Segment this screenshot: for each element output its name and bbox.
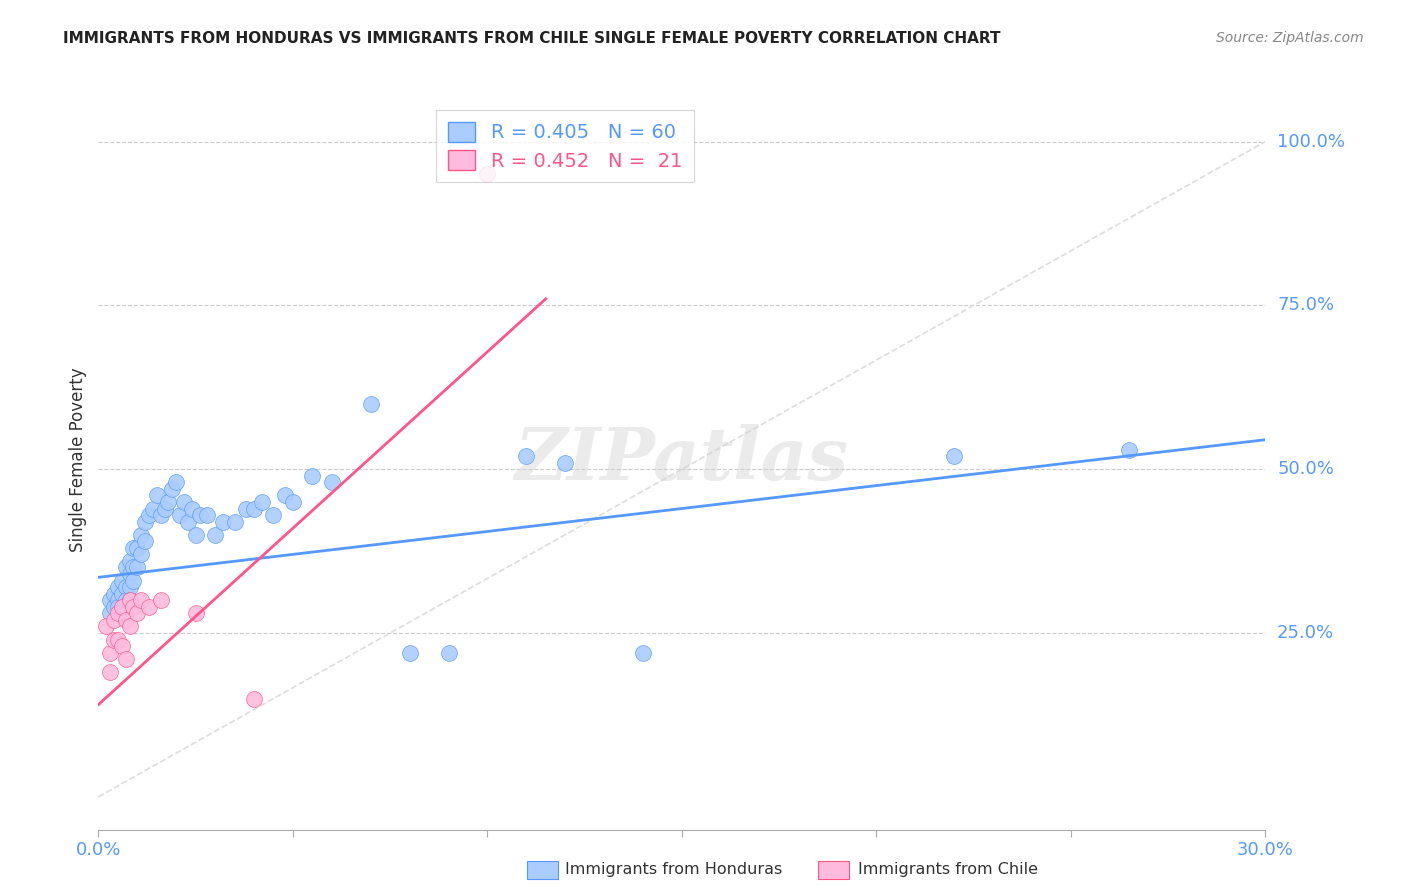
Point [118, 593, 141, 607]
Point [107, 607, 129, 621]
Point [146, 488, 169, 502]
Point [98, 607, 121, 621]
Point [96, 619, 118, 633]
Point [195, 508, 218, 522]
Point [122, 599, 145, 614]
Point [114, 593, 136, 607]
Point [173, 495, 195, 509]
Point [134, 534, 156, 549]
Point [118, 580, 141, 594]
Point [301, 468, 323, 483]
Point [107, 599, 129, 614]
Point [127, 541, 149, 555]
Point [157, 495, 180, 509]
Point [1118, 442, 1140, 457]
Point [162, 482, 184, 496]
Point [98, 646, 121, 660]
Point [153, 501, 176, 516]
Point [180, 501, 202, 516]
Point [129, 527, 152, 541]
Point [127, 560, 149, 574]
Point [437, 646, 460, 660]
Text: 50.0%: 50.0% [1277, 460, 1334, 478]
Point [243, 691, 266, 706]
Point [107, 580, 129, 594]
Point [243, 501, 266, 516]
Point [129, 548, 152, 562]
Text: 100.0%: 100.0% [1277, 133, 1346, 151]
Point [118, 593, 141, 607]
Text: ZIPatlas: ZIPatlas [515, 424, 849, 495]
Text: IMMIGRANTS FROM HONDURAS VS IMMIGRANTS FROM CHILE SINGLE FEMALE POVERTY CORRELAT: IMMIGRANTS FROM HONDURAS VS IMMIGRANTS F… [63, 31, 1001, 46]
Point [118, 619, 141, 633]
Point [107, 593, 129, 607]
Point [149, 593, 172, 607]
Point [398, 646, 420, 660]
Point [122, 574, 145, 588]
Point [274, 488, 297, 502]
Point [111, 574, 134, 588]
Point [149, 508, 172, 522]
Text: Immigrants from Honduras: Immigrants from Honduras [565, 863, 783, 877]
Text: 25.0%: 25.0% [1277, 624, 1334, 642]
Point [184, 527, 207, 541]
Point [103, 587, 125, 601]
Point [111, 599, 134, 614]
Point [177, 515, 200, 529]
Point [122, 560, 145, 574]
Point [114, 652, 136, 666]
Point [114, 580, 136, 594]
Legend: R = 0.405   N = 60, R = 0.452   N =  21: R = 0.405 N = 60, R = 0.452 N = 21 [436, 110, 695, 182]
Point [98, 665, 121, 680]
Point [98, 593, 121, 607]
Point [103, 599, 125, 614]
Point [111, 587, 134, 601]
Point [631, 646, 654, 660]
Point [138, 599, 160, 614]
Point [262, 508, 284, 522]
Point [224, 515, 246, 529]
Point [554, 456, 576, 470]
Point [169, 508, 191, 522]
Point [107, 632, 129, 647]
Point [111, 607, 134, 621]
Point [111, 639, 134, 653]
Text: Source: ZipAtlas.com: Source: ZipAtlas.com [1216, 31, 1364, 45]
Point [114, 560, 136, 574]
Y-axis label: Single Female Poverty: Single Female Poverty [69, 368, 87, 551]
Point [281, 495, 304, 509]
Point [360, 397, 382, 411]
Point [321, 475, 343, 490]
Point [103, 632, 125, 647]
Point [134, 515, 156, 529]
Point [188, 508, 211, 522]
Text: Immigrants from Chile: Immigrants from Chile [858, 863, 1038, 877]
Point [127, 607, 149, 621]
Point [114, 613, 136, 627]
Point [943, 449, 966, 463]
Point [118, 554, 141, 568]
Point [165, 475, 187, 490]
Point [129, 593, 152, 607]
Point [235, 501, 257, 516]
Point [477, 167, 499, 181]
Point [103, 613, 125, 627]
Text: 75.0%: 75.0% [1277, 296, 1334, 314]
Point [138, 508, 160, 522]
Point [118, 567, 141, 582]
Point [204, 527, 226, 541]
Point [250, 495, 273, 509]
Point [184, 607, 207, 621]
Point [515, 449, 537, 463]
Point [122, 541, 145, 555]
Point [142, 501, 165, 516]
Point [212, 515, 235, 529]
